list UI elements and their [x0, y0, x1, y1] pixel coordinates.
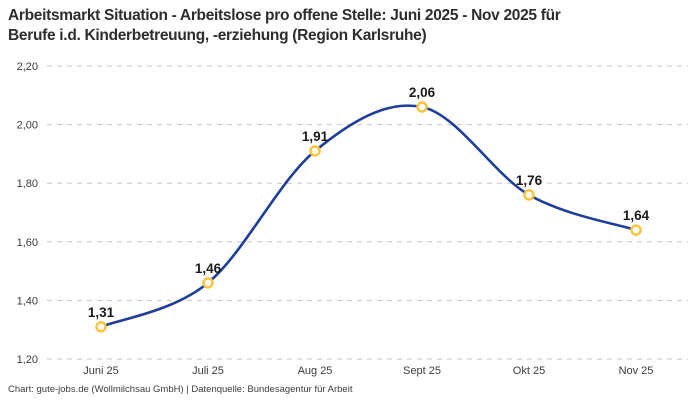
x-axis-tick-label: Okt 25 [513, 365, 545, 377]
y-axis-tick-label: 2,00 [17, 120, 38, 132]
data-point-label: 1,64 [623, 208, 650, 223]
data-point-marker[interactable] [416, 101, 428, 113]
data-point-label: 1,76 [516, 173, 543, 188]
y-axis-tick-label: 1,20 [17, 354, 38, 366]
chart-footer: Chart: gute-jobs.de (Wollmilchsau GmbH) … [8, 384, 353, 395]
chart-title: Arbeitsmarkt Situation - Arbeitslose pro… [8, 6, 692, 46]
data-point-label: 2,06 [409, 85, 436, 100]
x-axis-tick-label: Aug 25 [298, 365, 333, 377]
chart-title-line1: Arbeitsmarkt Situation - Arbeitslose pro… [8, 7, 561, 24]
y-axis-tick-label: 1,40 [17, 295, 38, 307]
data-point-marker[interactable] [630, 224, 642, 236]
x-axis-tick-label: Sept 25 [403, 365, 441, 377]
data-point-label: 1,46 [195, 261, 222, 276]
series-line [99, 104, 638, 329]
chart-title-line2: Berufe i.d. Kinderbetreuung, -erziehung … [8, 27, 427, 44]
data-point-label: 1,91 [302, 129, 329, 144]
data-point-marker[interactable] [523, 189, 535, 201]
data-point-marker[interactable] [202, 277, 214, 289]
data-point-label: 1,31 [88, 305, 115, 320]
data-point-marker[interactable] [309, 145, 321, 157]
y-axis-tick-label: 1,80 [17, 178, 38, 190]
x-axis-tick-label: Juni 25 [83, 365, 118, 377]
x-axis-tick-label: Nov 25 [619, 365, 654, 377]
x-axis-tick-label: Juli 25 [192, 365, 224, 377]
y-axis-tick-label: 1,60 [17, 237, 38, 249]
data-point-marker[interactable] [95, 321, 107, 333]
y-axis-tick-label: 2,20 [17, 61, 38, 73]
